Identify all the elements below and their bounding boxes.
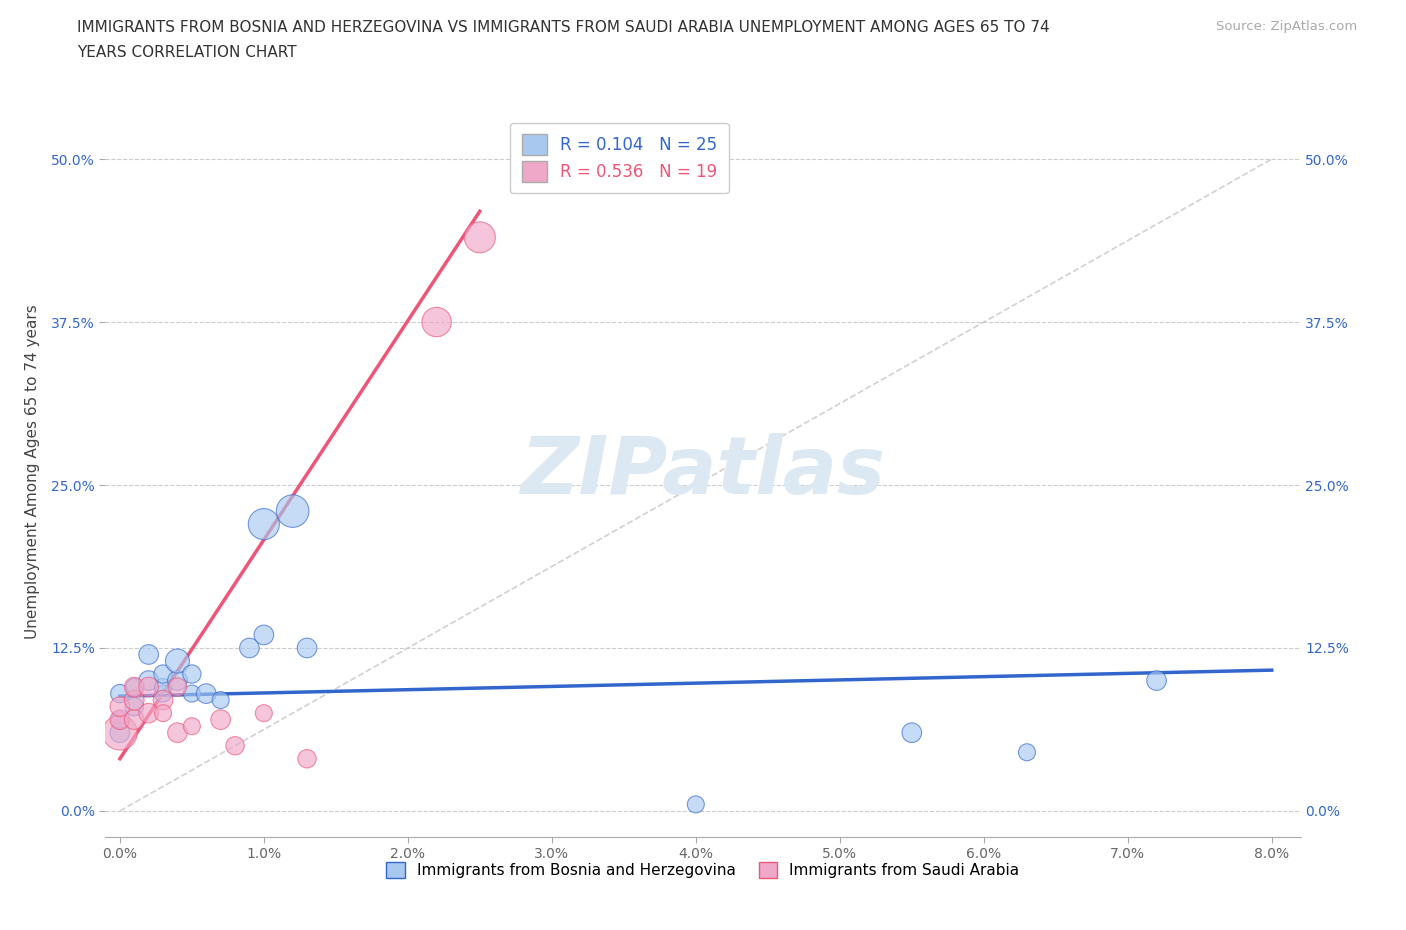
Point: [253, 628, 276, 643]
Text: YEARS CORRELATION CHART: YEARS CORRELATION CHART: [77, 45, 297, 60]
Point: [180, 667, 202, 682]
Point: [253, 706, 276, 721]
Point: [295, 641, 318, 656]
Text: Source: ZipAtlas.com: Source: ZipAtlas.com: [1216, 20, 1357, 33]
Point: [281, 504, 304, 519]
Point: [238, 641, 260, 656]
Point: [138, 647, 160, 662]
Point: [166, 673, 188, 688]
Point: [138, 680, 160, 695]
Point: [138, 673, 160, 688]
Point: [152, 693, 174, 708]
Point: [209, 712, 232, 727]
Point: [152, 667, 174, 682]
Text: IMMIGRANTS FROM BOSNIA AND HERZEGOVINA VS IMMIGRANTS FROM SAUDI ARABIA UNEMPLOYM: IMMIGRANTS FROM BOSNIA AND HERZEGOVINA V…: [77, 20, 1050, 35]
Point: [209, 693, 232, 708]
Y-axis label: Unemployment Among Ages 65 to 74 years: Unemployment Among Ages 65 to 74 years: [25, 305, 39, 639]
Point: [138, 706, 160, 721]
Point: [1015, 745, 1038, 760]
Point: [122, 712, 145, 727]
Point: [108, 712, 131, 727]
Text: ZIPatlas: ZIPatlas: [520, 433, 886, 511]
Point: [108, 725, 131, 740]
Point: [108, 712, 131, 727]
Point: [180, 719, 202, 734]
Legend: Immigrants from Bosnia and Herzegovina, Immigrants from Saudi Arabia: Immigrants from Bosnia and Herzegovina, …: [381, 856, 1025, 884]
Point: [900, 725, 922, 740]
Point: [152, 686, 174, 701]
Point: [224, 738, 246, 753]
Point: [685, 797, 707, 812]
Point: [166, 654, 188, 669]
Point: [108, 725, 131, 740]
Point: [253, 517, 276, 532]
Point: [122, 693, 145, 708]
Point: [426, 314, 449, 329]
Point: [108, 699, 131, 714]
Point: [195, 686, 218, 701]
Point: [166, 680, 188, 695]
Point: [122, 680, 145, 695]
Point: [295, 751, 318, 766]
Point: [152, 680, 174, 695]
Point: [1146, 673, 1168, 688]
Point: [108, 686, 131, 701]
Point: [122, 699, 145, 714]
Point: [468, 230, 491, 245]
Point: [166, 725, 188, 740]
Point: [180, 686, 202, 701]
Point: [122, 680, 145, 695]
Point: [152, 706, 174, 721]
